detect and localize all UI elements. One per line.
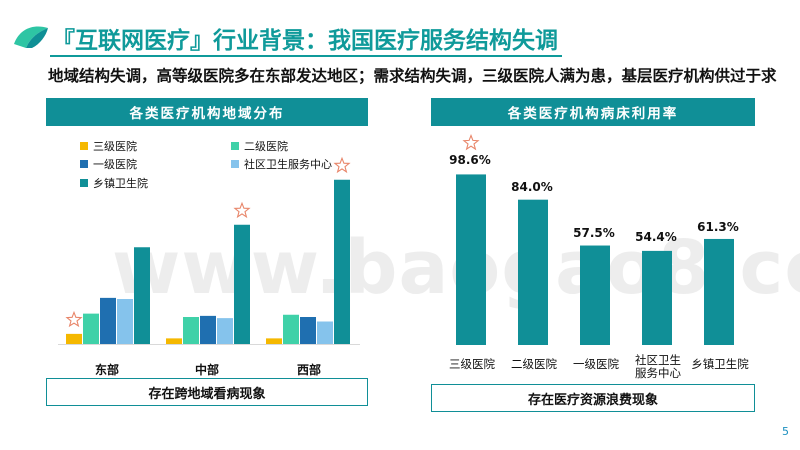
legend-label: 社区卫生服务中心 xyxy=(244,158,332,171)
x-tick-label: 二级医院 xyxy=(511,357,557,371)
bar xyxy=(66,333,82,344)
legend-item-community: 社区卫生服务中心 xyxy=(231,156,332,172)
data-label: 61.3% xyxy=(697,220,739,234)
x-tick-label: 东部 xyxy=(94,363,119,377)
legend-swatch xyxy=(80,179,88,187)
bar xyxy=(456,174,486,345)
bar xyxy=(642,250,672,345)
right-chart-heading: 各类医疗机构病床利用率 xyxy=(431,98,755,126)
left-chart-heading: 各类医疗机构地域分布 xyxy=(46,98,368,126)
bar xyxy=(704,238,734,345)
legend-label: 三级医院 xyxy=(93,140,137,153)
x-tick-label: 西部 xyxy=(296,363,321,377)
page-subtitle: 地域结构失调，高等级医院多在东部发达地区；需求结构失调，三级医院人满为患，基层医… xyxy=(48,67,777,85)
page-title: 『互联网医疗』行业背景：我国医疗服务结构失调 xyxy=(52,28,558,54)
bar xyxy=(200,315,216,344)
star-icon xyxy=(462,133,480,151)
bar xyxy=(117,299,133,344)
bar xyxy=(166,338,182,344)
legend-label: 二级医院 xyxy=(244,140,288,153)
bar xyxy=(317,321,333,344)
data-label: 57.5% xyxy=(573,226,615,240)
legend-item-township: 乡镇卫生院 xyxy=(80,175,148,191)
legend-label: 乡镇卫生院 xyxy=(93,177,148,190)
legend-item-tier2: 二级医院 xyxy=(231,138,288,154)
legend-item-tier3: 三级医院 xyxy=(80,138,137,154)
bar xyxy=(134,247,150,344)
bar xyxy=(83,313,99,344)
x-tick-label: 社区卫生 服务中心 xyxy=(635,353,681,380)
star-icon xyxy=(333,156,351,174)
bar xyxy=(300,317,316,344)
bar xyxy=(183,317,199,344)
data-label: 98.6% xyxy=(449,153,491,167)
legend-item-tier1: 一级医院 xyxy=(80,156,137,172)
star-icon xyxy=(233,201,251,219)
bar xyxy=(283,314,299,344)
x-tick-label: 中部 xyxy=(194,363,219,377)
legend-label: 一级医院 xyxy=(93,158,137,171)
bar xyxy=(518,199,548,345)
x-tick-label: 乡镇卫生院 xyxy=(691,357,749,371)
logo-icon xyxy=(14,26,48,48)
bar xyxy=(580,245,610,345)
legend-swatch xyxy=(80,142,88,150)
page-number: 5 xyxy=(782,425,789,438)
title-divider xyxy=(50,55,562,57)
left-conclusion-box: 存在跨地域看病现象 xyxy=(46,378,368,406)
bar xyxy=(234,224,250,344)
data-label: 84.0% xyxy=(511,180,553,194)
legend-swatch xyxy=(231,142,239,150)
bar xyxy=(217,318,233,344)
legend-swatch xyxy=(80,160,88,168)
x-tick-label: 三级医院 xyxy=(449,357,495,371)
bar xyxy=(334,179,350,344)
x-tick-label: 一级医院 xyxy=(573,357,619,371)
star-icon xyxy=(65,310,83,328)
right-conclusion-box: 存在医疗资源浪费现象 xyxy=(431,384,755,412)
bar xyxy=(100,297,116,344)
legend-swatch xyxy=(231,160,239,168)
bar xyxy=(266,338,282,344)
data-label: 54.4% xyxy=(635,230,677,244)
